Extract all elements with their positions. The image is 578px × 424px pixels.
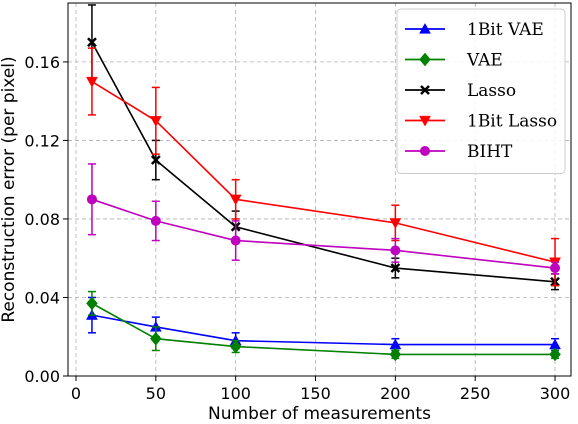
legend-item-biht: BIHT [405,142,513,162]
data-point [230,235,241,246]
legend-box [396,8,566,174]
legend-label: Lasso [467,81,516,101]
y-axis-title: Reconstruction error (per pixel) [0,56,19,322]
x-tick-label: 0 [71,384,81,403]
legend-marker [419,52,431,67]
grid [68,3,571,377]
series-line [91,302,556,356]
series-line [91,314,556,346]
legend-label: 1Bit VAE [467,20,544,40]
data-point [149,116,162,127]
legend: 1Bit VAE VAE Lasso 1Bit Lasso BIHT [396,8,566,174]
legend-label: 1Bit Lasso [467,112,557,132]
x-tick-label: 50 [146,384,166,403]
data-point [549,347,561,362]
y-tick-label: 0.12 [24,131,60,150]
legend-item-1bit-vae: 1Bit VAE [405,20,544,40]
legend-item-lasso: Lasso [405,81,516,101]
y-tick-label: 0.00 [24,367,60,386]
data-point [150,155,161,165]
series-1bit-lasso [86,47,561,287]
data-point [390,245,401,256]
ticks: 0 50 100 150 200 250 300 0.00 0.04 0.08 0.12 0.16 [24,53,570,403]
data-point [150,215,161,226]
legend-marker [420,85,430,95]
data-point [390,263,401,273]
y-tick-label: 0.08 [24,210,60,229]
data-point [229,194,242,206]
data-point [149,331,162,346]
legend-marker [419,22,431,34]
x-tick-label: 300 [540,384,571,403]
x-tick-label: 100 [220,384,251,403]
data-point [87,37,97,48]
legend-item-vae: VAE [405,51,503,71]
legend-item-1bit-lasso: 1Bit Lasso [405,112,557,132]
legend-marker [420,146,430,156]
plot-frame [67,2,572,377]
y-tick-label: 0.04 [24,288,60,307]
x-tick-label: 200 [380,384,411,403]
data-point [229,339,242,354]
data-point [86,194,97,205]
series-biht [86,163,561,275]
legend-marker [419,115,431,127]
legend-label: BIHT [467,142,513,162]
data-point [389,347,402,362]
data-point [550,263,561,274]
legend-label: VAE [466,51,503,71]
x-axis-title: Number of measurements [208,404,431,424]
x-tick-label: 150 [300,384,331,403]
x-tick-label: 250 [460,384,491,403]
data-point [86,296,98,311]
series-layer [86,4,561,362]
y-tick-label: 0.16 [24,53,60,72]
series-vae [86,290,561,362]
data-point [389,218,402,229]
data-point [86,76,98,88]
series-line [91,198,556,269]
